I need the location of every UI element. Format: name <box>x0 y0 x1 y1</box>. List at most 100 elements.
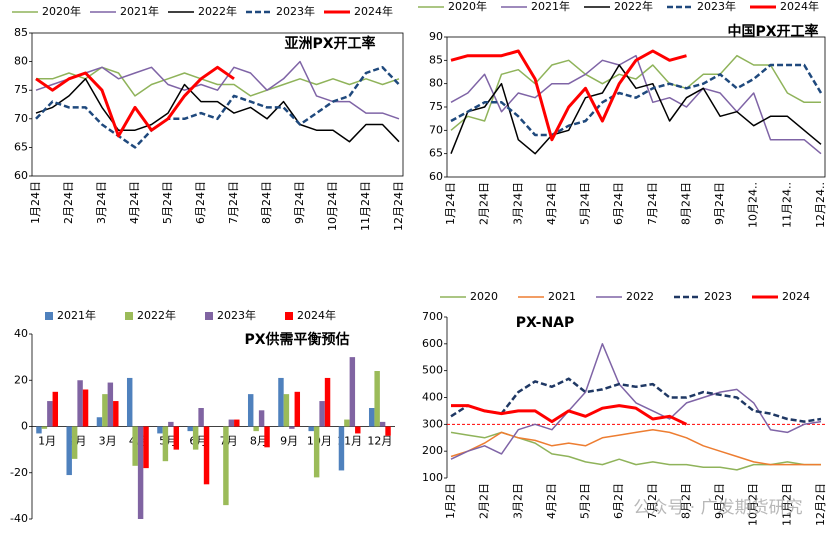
chart-title: PX-NAP <box>516 315 575 331</box>
x-tick-label: 11月24.. <box>780 182 793 228</box>
bar <box>223 426 229 506</box>
y-tick-label: 80 <box>429 77 443 90</box>
x-tick-label: 12月24.. <box>814 182 827 228</box>
x-tick-label: 12月2日 <box>814 483 827 526</box>
bar <box>187 426 193 432</box>
series-line <box>450 49 687 142</box>
bar <box>157 426 163 434</box>
x-tick-label: 3月2日 <box>511 483 524 519</box>
bar <box>192 426 199 450</box>
plot-frame <box>31 32 404 177</box>
bar <box>198 408 204 427</box>
legend-label: 2022年 <box>614 0 653 13</box>
bar <box>102 394 108 427</box>
x-tick-label: 7月2日 <box>646 483 659 519</box>
x-tick-label: 4月24日 <box>128 181 141 224</box>
x-tick-label: 11月2日 <box>780 483 793 526</box>
series-line <box>450 54 822 155</box>
x-tick-label: 6月2日 <box>612 483 625 519</box>
legend-label: 2024年 <box>780 0 819 13</box>
legend-swatch <box>285 312 293 320</box>
x-tick-label: 11月24日 <box>359 181 372 231</box>
y-tick-label: 90 <box>429 30 443 43</box>
bar <box>294 391 301 427</box>
y-tick-label: 65 <box>429 147 443 160</box>
x-tick-label: 8月 <box>250 435 268 448</box>
legend-label: 2021年 <box>57 308 96 322</box>
x-tick-label: 4月2日 <box>545 483 558 519</box>
bar <box>253 426 259 432</box>
y-tick-label: 75 <box>429 100 443 113</box>
y-tick-label: 40 <box>14 327 28 340</box>
plot-frame <box>446 36 826 178</box>
bar <box>234 419 240 427</box>
bar <box>203 426 210 485</box>
y-tick-label: -20 <box>10 466 28 479</box>
legend-label: 2023年 <box>217 308 256 322</box>
x-tick-label: 10月24日 <box>326 181 339 231</box>
bar <box>289 426 295 429</box>
y-tick-label: 60 <box>14 169 28 182</box>
bar <box>313 426 320 478</box>
series-line <box>35 60 400 120</box>
bar <box>71 426 78 459</box>
bar <box>374 371 380 427</box>
series-line <box>450 428 821 466</box>
bar <box>344 419 350 427</box>
series-line <box>35 66 400 149</box>
bar <box>324 377 331 427</box>
x-tick-label: 9月24日 <box>293 181 306 224</box>
series-line <box>35 78 400 143</box>
x-tick-label: 10月2日 <box>747 483 760 526</box>
x-tick-label: 3月 <box>99 435 117 448</box>
x-tick-label: 5月24日 <box>161 181 174 224</box>
legend-label: 2024 <box>782 290 810 303</box>
x-tick-label: 10月24.. <box>747 182 760 228</box>
y-tick-label: 65 <box>14 140 28 153</box>
legend-label: 2021年 <box>531 0 570 13</box>
bar <box>126 377 133 427</box>
legend-label: 2024年 <box>297 308 336 322</box>
bar <box>368 408 375 427</box>
x-tick-label: 8月24日 <box>679 182 692 225</box>
y-tick-label: -40 <box>10 512 28 525</box>
series-line <box>450 64 822 155</box>
bar <box>36 426 42 434</box>
legend-label: 2021 <box>548 290 576 303</box>
series-line <box>36 66 400 97</box>
y-tick-label: 0 <box>21 420 28 433</box>
x-tick-label: 3月24日 <box>511 182 524 225</box>
bar <box>228 419 235 427</box>
y-tick-label: 500 <box>422 364 443 377</box>
series-line <box>450 54 821 131</box>
bar <box>173 426 180 450</box>
bar <box>379 421 386 427</box>
x-tick-label: 1月24日 <box>29 181 42 224</box>
bar <box>132 426 138 466</box>
bar <box>338 426 345 471</box>
legend-label: 2023年 <box>697 0 736 13</box>
y-tick-label: 70 <box>429 123 443 136</box>
x-tick-label: 4月24日 <box>545 182 558 225</box>
x-tick-label: 3月24日 <box>95 181 108 224</box>
x-tick-label: 2月2日 <box>478 483 491 519</box>
x-tick-label: 8月24日 <box>260 181 273 224</box>
y-tick-label: 80 <box>14 55 28 68</box>
legend-label: 2022 <box>626 290 654 303</box>
y-tick-label: 700 <box>422 310 443 323</box>
bar <box>168 421 174 427</box>
y-tick-label: 85 <box>429 53 443 66</box>
x-tick-label: 9月 <box>280 435 298 448</box>
legend-label: 2023 <box>704 290 732 303</box>
x-tick-label: 1月2日 <box>444 483 457 519</box>
bar <box>264 426 270 448</box>
y-tick-label: 400 <box>422 391 443 404</box>
legend-label: 2020年 <box>42 4 81 18</box>
x-tick-label: 7月24日 <box>646 182 659 225</box>
legend-swatch <box>205 312 213 320</box>
series-line <box>450 63 823 137</box>
bar <box>278 377 284 427</box>
y-tick-label: 600 <box>422 337 443 350</box>
bar <box>143 426 149 469</box>
watermark: 公众号 · 广发期货研究 <box>633 498 802 518</box>
